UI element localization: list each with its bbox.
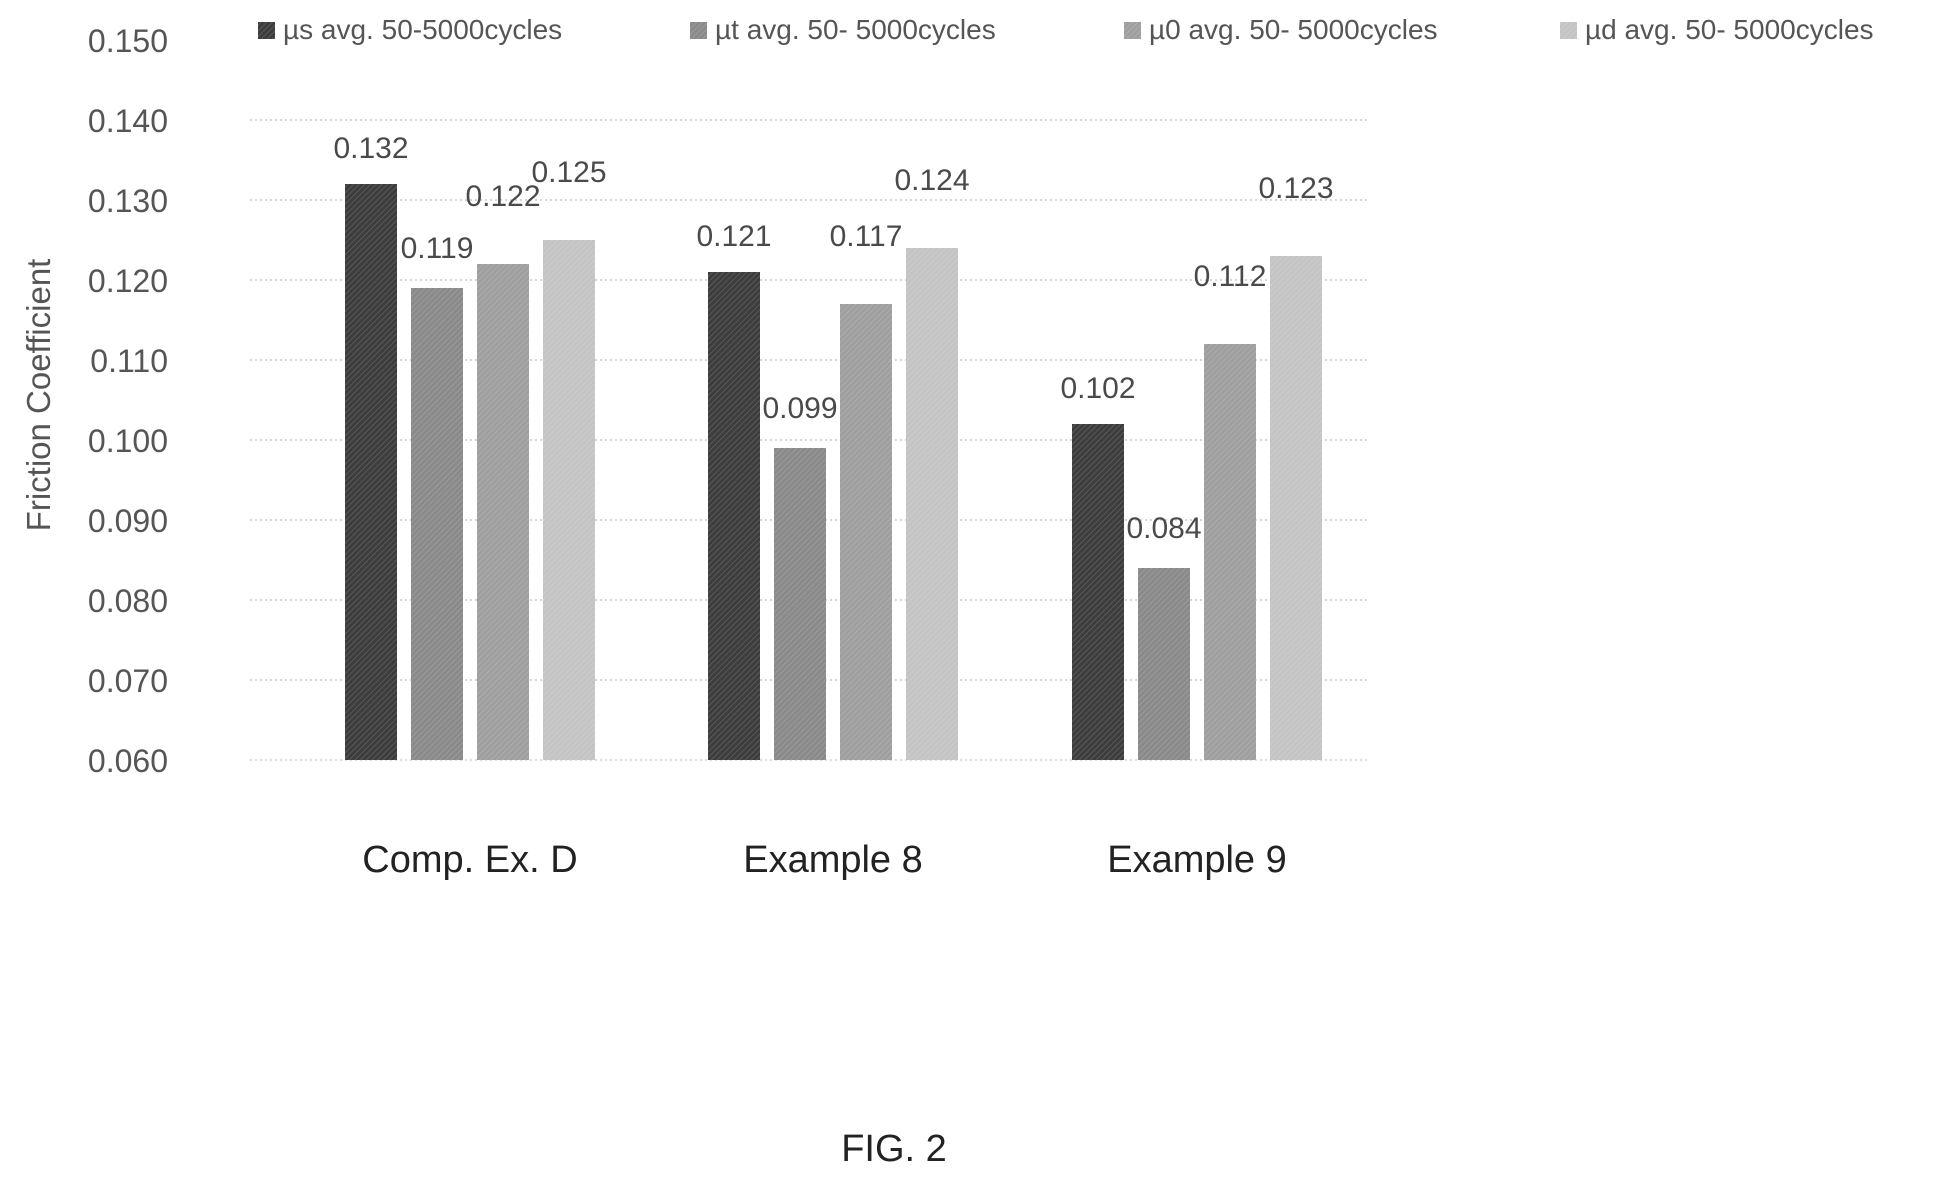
legend-swatch <box>258 22 275 39</box>
y-tick-label: 0.140 <box>88 103 168 139</box>
legend-swatch <box>690 22 707 39</box>
y-tick-label: 0.110 <box>90 343 168 379</box>
bar-1-2 <box>708 272 760 760</box>
data-label: 0.099 <box>762 392 837 425</box>
figure-caption: FIG. 2 <box>841 1128 947 1170</box>
bar-4-1 <box>543 240 595 760</box>
data-label: 0.117 <box>830 220 903 253</box>
y-tick-label: 0.060 <box>88 743 168 779</box>
y-tick-label: 0.120 <box>88 263 168 299</box>
bar-2-1 <box>411 288 463 760</box>
bar-2-2 <box>774 448 826 760</box>
legend-label: µ0 avg. 50- 5000cycles <box>1149 14 1438 45</box>
bar-4-2 <box>906 248 958 760</box>
legend-swatch <box>1560 22 1577 39</box>
data-label: 0.132 <box>333 132 408 165</box>
data-label: 0.112 <box>1194 260 1267 293</box>
bars <box>345 184 1322 760</box>
data-label: 0.123 <box>1258 172 1333 205</box>
data-label: 0.125 <box>531 156 606 189</box>
bar-1-1 <box>345 184 397 760</box>
data-label: 0.084 <box>1126 512 1201 545</box>
y-tick-label: 0.080 <box>88 583 168 619</box>
legend-label: µt avg. 50- 5000cycles <box>715 14 996 45</box>
bar-3-3 <box>1204 344 1256 760</box>
legend: µs avg. 50-5000cycles µt avg. 50- 5000cyc… <box>258 14 1874 45</box>
data-label: 0.122 <box>465 180 540 213</box>
data-label: 0.102 <box>1060 372 1135 405</box>
data-label: 0.124 <box>894 164 969 197</box>
data-label: 0.121 <box>696 220 771 253</box>
x-category-label: Example 8 <box>743 839 923 881</box>
y-tick-label: 0.150 <box>88 23 168 59</box>
data-label: 0.119 <box>401 232 474 265</box>
x-category-label: Comp. Ex. D <box>362 839 577 881</box>
legend-label: µd avg. 50- 5000cycles <box>1585 14 1874 45</box>
y-tick-label: 0.100 <box>88 423 168 459</box>
x-category-label: Example 9 <box>1107 839 1287 881</box>
bar-3-1 <box>477 264 529 760</box>
bar-1-3 <box>1072 424 1124 760</box>
bar-4-3 <box>1270 256 1322 760</box>
y-axis-ticks: 0.060 0.070 0.080 0.090 0.100 0.110 0.120 0.130… <box>88 23 168 779</box>
x-axis-categories: Comp. Ex. D Example 8 Example 9 <box>362 839 1286 881</box>
bar-2-3 <box>1138 568 1190 760</box>
y-tick-label: 0.130 <box>88 183 168 219</box>
y-tick-label: 0.090 <box>88 503 168 539</box>
legend-swatch <box>1124 22 1141 39</box>
y-axis-label: Friction Coefficient <box>20 259 57 532</box>
legend-label: µs avg. 50-5000cycles <box>283 14 562 45</box>
y-tick-label: 0.070 <box>88 663 168 699</box>
bar-3-2 <box>840 304 892 760</box>
